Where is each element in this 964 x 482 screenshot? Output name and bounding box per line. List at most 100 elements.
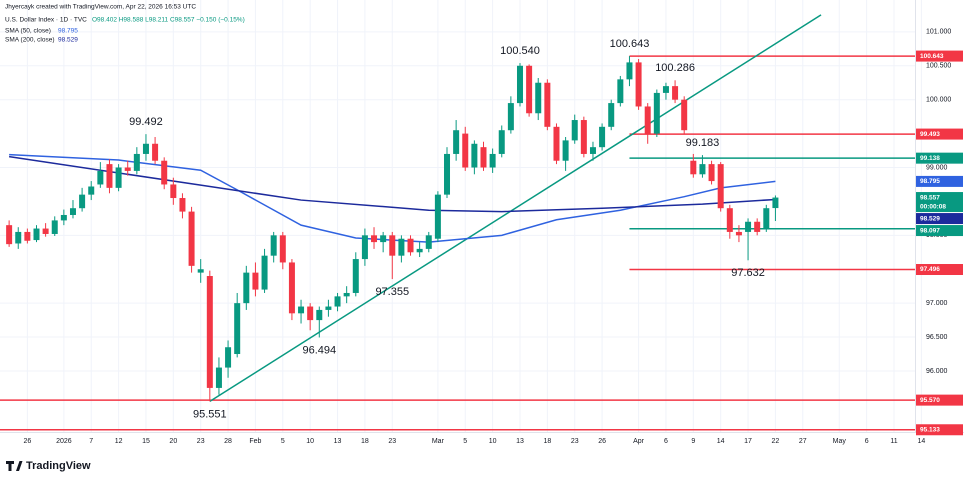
x-tick-label: 11 bbox=[890, 438, 897, 445]
x-tick-label: 12 bbox=[115, 438, 123, 445]
y-tick-label: 100.000 bbox=[926, 97, 951, 104]
candle-body bbox=[343, 292, 350, 297]
price-label-box bbox=[916, 128, 963, 140]
x-tick-label: 23 bbox=[197, 438, 205, 445]
price-annotation: 100.540 bbox=[500, 45, 540, 57]
candle-body bbox=[571, 120, 578, 141]
price-label-box bbox=[916, 225, 963, 237]
x-tick-label: 23 bbox=[571, 438, 579, 445]
legend-label: SMA (50, close) bbox=[5, 28, 51, 35]
x-tick-label: 20 bbox=[169, 438, 177, 445]
candle-body bbox=[717, 164, 724, 209]
price-label-box bbox=[916, 175, 963, 187]
candle-body bbox=[416, 248, 423, 253]
candle-body bbox=[672, 86, 679, 100]
candle-body bbox=[735, 231, 742, 236]
price-annotation: 95.551 bbox=[193, 408, 227, 420]
price-annotation: 99.183 bbox=[686, 137, 720, 149]
price-annotation: 100.286 bbox=[655, 62, 695, 74]
brand: TradingView bbox=[26, 460, 91, 472]
candle-body bbox=[535, 82, 542, 114]
candle-body bbox=[699, 164, 706, 175]
candle-body bbox=[772, 197, 779, 209]
candle-body bbox=[243, 272, 250, 304]
price-label: 98.097 bbox=[920, 227, 940, 234]
candle-body bbox=[51, 220, 58, 234]
candle-body bbox=[754, 221, 761, 232]
candle-body bbox=[553, 126, 560, 161]
legend-value: 98.795 bbox=[58, 28, 78, 35]
sma-line bbox=[9, 155, 776, 213]
candle-body bbox=[745, 221, 752, 232]
price-label-box bbox=[916, 394, 963, 406]
candle-body bbox=[589, 147, 596, 154]
plot: 99.492 95.551 96.494 97.355 100.540 100.643 10… bbox=[0, 14, 915, 431]
candle-body bbox=[526, 65, 533, 114]
x-tick-label: Apr bbox=[633, 438, 645, 445]
candle-body bbox=[179, 198, 186, 212]
candle-body bbox=[690, 160, 697, 175]
price-label: 98.529 bbox=[920, 215, 940, 222]
x-tick-label: Feb bbox=[249, 438, 261, 445]
candle-body bbox=[234, 303, 241, 355]
candle-body bbox=[97, 170, 104, 185]
candle-body bbox=[33, 228, 40, 241]
candle-body bbox=[115, 167, 122, 188]
x-tick-label: 23 bbox=[388, 438, 396, 445]
candle-body bbox=[425, 235, 432, 249]
legend-value: 98.529 bbox=[58, 37, 78, 44]
candle-body bbox=[708, 164, 715, 182]
x-tick-label: May bbox=[833, 438, 847, 445]
candle-body bbox=[662, 86, 669, 93]
candle-body bbox=[434, 194, 441, 239]
price-annotation: 97.355 bbox=[375, 286, 409, 298]
candle-body bbox=[371, 235, 378, 243]
candle-body bbox=[562, 140, 569, 161]
x-tick-label: 22 bbox=[772, 438, 780, 445]
candle-body bbox=[215, 367, 222, 388]
candle-body bbox=[197, 269, 204, 273]
x-tick-label: 2026 bbox=[56, 438, 72, 445]
candle-body bbox=[60, 214, 67, 221]
candle-body bbox=[380, 235, 387, 243]
candle-body bbox=[206, 276, 213, 388]
x-tick-label: 13 bbox=[334, 438, 342, 445]
price-label: 95.133 bbox=[920, 426, 940, 433]
candle-body bbox=[389, 235, 396, 256]
x-tick-label: 7 bbox=[89, 438, 93, 445]
candle-body bbox=[608, 103, 615, 127]
candle-body bbox=[325, 306, 332, 310]
x-tick-label: 14 bbox=[917, 438, 925, 445]
candle-body bbox=[398, 238, 405, 256]
candle-body bbox=[763, 208, 770, 229]
candle-body bbox=[626, 62, 633, 80]
candle-body bbox=[352, 259, 359, 293]
subtitle: Jhyercayk created with TradingView.com, … bbox=[5, 4, 196, 11]
price-label-box bbox=[916, 50, 963, 62]
legend-label: SMA (200, close) bbox=[5, 37, 55, 44]
candle-body bbox=[288, 262, 295, 314]
brand-logo: TradingView bbox=[6, 460, 91, 472]
candle-body bbox=[726, 208, 733, 232]
candle-body bbox=[298, 306, 305, 314]
candle-body bbox=[6, 225, 13, 245]
x-tick-label: Mar bbox=[432, 438, 445, 445]
candle-body bbox=[334, 296, 341, 307]
x-tick-label: 18 bbox=[361, 438, 369, 445]
price-annotation: 96.494 bbox=[302, 344, 336, 356]
candle-body bbox=[681, 99, 688, 131]
candle-body bbox=[644, 106, 651, 134]
y-tick-label: 97.000 bbox=[926, 300, 948, 307]
candle-body bbox=[24, 231, 31, 241]
x-tick-label: 6 bbox=[865, 438, 869, 445]
candle-body bbox=[106, 164, 113, 188]
axes: 101.000100.500100.00099.00098.00097.0009… bbox=[23, 29, 963, 445]
x-tick-label: 26 bbox=[598, 438, 606, 445]
price-annotation: 99.492 bbox=[129, 116, 163, 128]
candle-body bbox=[480, 147, 487, 168]
candle-body bbox=[307, 306, 314, 321]
price-label: 100.643 bbox=[920, 53, 944, 60]
x-tick-label: 10 bbox=[489, 438, 497, 445]
price-label-box bbox=[916, 192, 963, 213]
